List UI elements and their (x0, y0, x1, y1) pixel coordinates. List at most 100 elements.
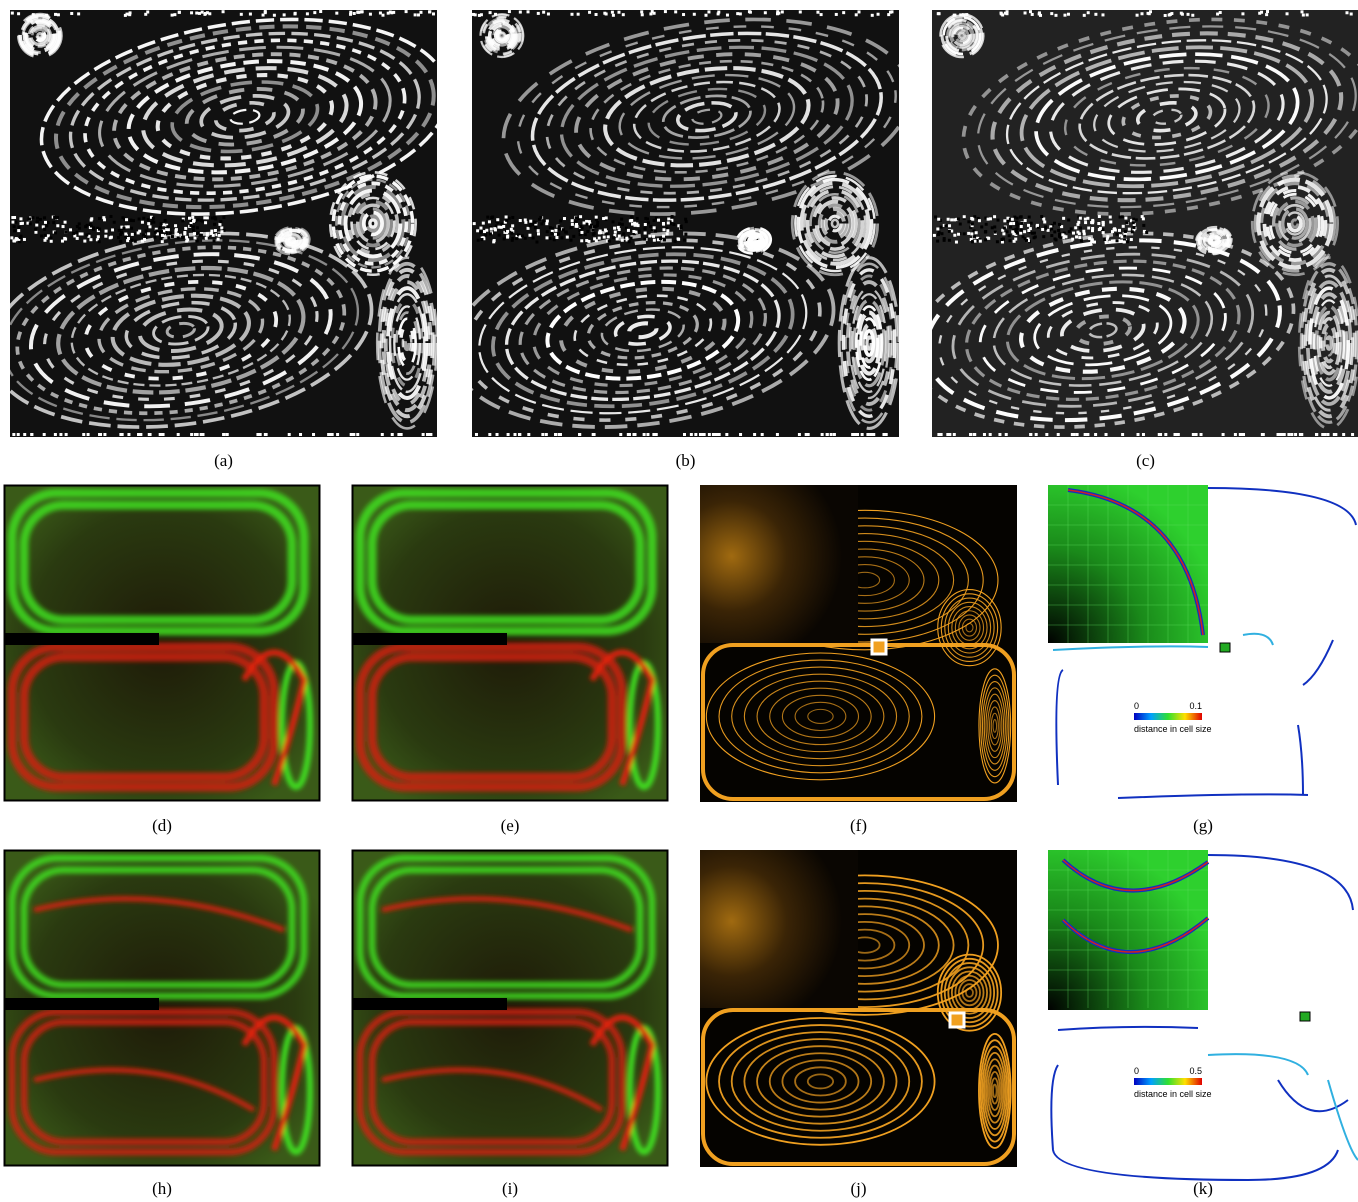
noise (160, 222, 163, 225)
noise (653, 226, 656, 229)
noise (593, 232, 596, 235)
noise (1054, 14, 1057, 17)
noise (957, 233, 960, 236)
noise (134, 240, 137, 243)
zoom-marker (1300, 1012, 1310, 1021)
panel-caption: (f) (850, 816, 867, 835)
noise (147, 222, 150, 225)
noise (1088, 237, 1091, 240)
noise (141, 221, 144, 224)
noise (13, 225, 16, 228)
noise (998, 433, 1001, 436)
noise (598, 237, 601, 240)
noise (1102, 221, 1105, 224)
noise (103, 218, 106, 221)
noise (201, 220, 204, 223)
noise (480, 238, 483, 241)
noise (262, 14, 265, 17)
noise (607, 235, 610, 238)
noise (936, 240, 939, 243)
noise (149, 433, 152, 436)
noise (1287, 433, 1290, 436)
noise (148, 225, 151, 228)
noise (604, 228, 607, 231)
noise (653, 239, 656, 242)
noise (84, 225, 87, 228)
noise (973, 235, 976, 238)
noise (1119, 216, 1122, 219)
noise (595, 216, 598, 219)
noise (643, 238, 646, 241)
noise (644, 232, 647, 235)
noise (627, 229, 630, 232)
noise (559, 219, 562, 222)
noise (306, 12, 309, 15)
noise (781, 10, 784, 13)
noise (56, 224, 59, 227)
noise (356, 433, 359, 436)
noise (124, 14, 127, 17)
noise (164, 219, 167, 222)
noise (23, 433, 26, 436)
noise (1006, 230, 1009, 233)
noise (664, 10, 667, 13)
noise (1050, 227, 1053, 230)
noise (578, 433, 581, 436)
noise (405, 10, 408, 13)
noise (993, 225, 996, 228)
noise (1006, 220, 1009, 223)
noise (1009, 226, 1012, 229)
noise (967, 232, 970, 235)
noise (1062, 217, 1065, 220)
noise (973, 433, 976, 436)
noise (643, 433, 646, 436)
noise (1059, 236, 1062, 239)
noise (61, 240, 64, 243)
noise (1086, 433, 1089, 436)
noise (479, 227, 482, 230)
noise (985, 223, 988, 226)
noise (34, 228, 37, 231)
noise (1113, 227, 1116, 230)
noise (489, 232, 492, 235)
noise (1294, 433, 1297, 436)
noise (965, 13, 968, 16)
noise (1015, 221, 1018, 224)
noise (65, 433, 68, 436)
noise (1087, 227, 1090, 230)
colorbar-title: distance in cell size (1134, 1089, 1212, 1099)
noise (70, 12, 73, 15)
noise (1191, 14, 1194, 17)
noise (528, 234, 531, 237)
noise (699, 433, 702, 436)
noise (240, 13, 243, 16)
zoom-inset (700, 485, 858, 643)
noise (200, 234, 203, 237)
noise (634, 224, 637, 227)
noise (117, 236, 120, 239)
noise (414, 13, 417, 16)
panel: 00.5distance in cell size (1048, 850, 1358, 1180)
noise (1302, 14, 1305, 17)
panel-caption: (a) (214, 451, 233, 470)
noise (64, 238, 67, 241)
noise (1323, 433, 1326, 436)
noise (1045, 433, 1048, 436)
noise (1147, 12, 1150, 15)
noise (630, 215, 633, 218)
noise (90, 225, 93, 228)
noise (616, 238, 619, 241)
noise (534, 226, 537, 229)
noise (1019, 216, 1022, 219)
noise (764, 11, 767, 14)
noise (671, 215, 674, 218)
noise (519, 11, 522, 14)
noise (1030, 222, 1033, 225)
noise (1058, 223, 1061, 226)
noise (816, 11, 819, 14)
noise (585, 223, 588, 226)
lic-background (932, 10, 1358, 437)
noise (177, 236, 180, 239)
noise (1041, 228, 1044, 231)
noise (29, 222, 32, 225)
